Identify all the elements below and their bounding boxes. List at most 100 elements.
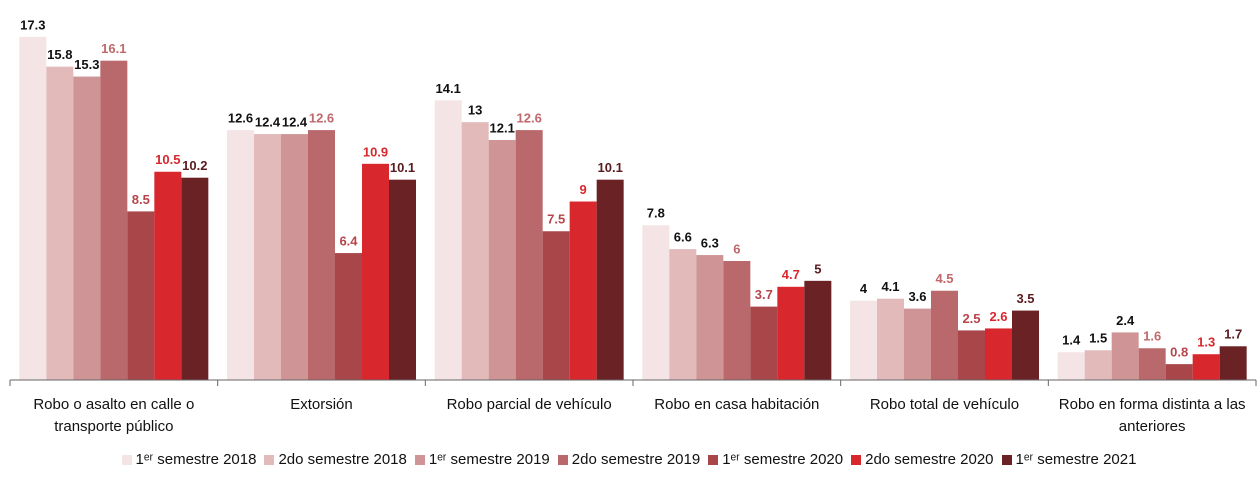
- bar: [389, 179, 416, 380]
- bar: [777, 286, 805, 380]
- bar: [227, 130, 254, 380]
- data-label: 2.4: [1116, 313, 1135, 328]
- data-label: 10.5: [155, 152, 180, 167]
- data-label: 1.5: [1089, 331, 1107, 346]
- data-label: 4: [860, 281, 868, 296]
- legend-label: 2do semestre 2020: [865, 451, 994, 468]
- data-label: 9: [580, 182, 587, 197]
- legend-item: 1ᵉʳ semestre 2018: [121, 451, 257, 468]
- data-label: 10.1: [390, 160, 415, 175]
- bar: [335, 253, 362, 380]
- bar: [985, 328, 1012, 380]
- bar: [181, 177, 209, 380]
- data-label: 4.1: [881, 279, 899, 294]
- data-label: 7.8: [647, 206, 665, 221]
- legend-label: 1ᵉʳ semestre 2021: [1015, 451, 1137, 468]
- legend-swatch: [121, 454, 132, 465]
- data-label: 6.3: [701, 235, 719, 250]
- data-label: 12.6: [228, 111, 253, 126]
- data-label: 4.7: [782, 267, 800, 282]
- bar: [596, 179, 624, 380]
- x-tick-label: Robo en forma distinta a las anteriores: [1058, 396, 1246, 435]
- data-label: 12.4: [255, 115, 281, 130]
- bar: [569, 201, 597, 380]
- legend-item: 2do semestre 2019: [557, 451, 701, 468]
- legend-item: 2do semestre 2018: [264, 451, 407, 468]
- bar: [542, 231, 570, 380]
- bar: [1057, 352, 1085, 380]
- legend-item: 1ᵉʳ semestre 2021: [1001, 451, 1137, 468]
- legend-label: 1ᵉʳ semestre 2018: [135, 451, 257, 468]
- bar: [1192, 354, 1220, 380]
- legend-item: 2do semestre 2020: [851, 451, 994, 468]
- x-tick-label: Robo parcial de vehículo: [446, 396, 612, 413]
- bar: [73, 76, 101, 381]
- x-tick-label: Robo total de vehículo: [869, 396, 1020, 413]
- bar: [877, 298, 904, 380]
- data-label: 6.4: [339, 234, 358, 249]
- bar: [669, 249, 697, 380]
- bar: [850, 300, 877, 380]
- data-label: 10.9: [363, 144, 388, 159]
- bar: [254, 134, 281, 380]
- bar: [281, 134, 308, 380]
- bar: [1165, 364, 1193, 380]
- bar: [1084, 350, 1112, 380]
- plot: 17.315.815.316.18.510.5 10.212.6 12.4 12.4 1…: [9, 17, 1257, 386]
- bar: [750, 306, 778, 380]
- legend-swatch: [1001, 454, 1012, 465]
- bar: [1012, 310, 1039, 380]
- bar: [696, 255, 724, 380]
- data-label: 15.3: [74, 57, 99, 72]
- data-label: 10.2: [182, 158, 207, 173]
- bar: [515, 130, 543, 380]
- data-label: 15.8: [47, 47, 72, 62]
- legend-item: 1ᵉʳ semestre 2019: [414, 451, 550, 468]
- bar: [46, 66, 74, 380]
- bar: [100, 60, 128, 380]
- legend-swatch: [851, 454, 862, 465]
- bar: [1219, 346, 1247, 380]
- legend-swatch: [414, 454, 425, 465]
- legend-swatch: [708, 454, 719, 465]
- data-label: 1.4: [1062, 333, 1081, 348]
- data-label: 16.1: [101, 41, 126, 56]
- data-label: 4.5: [935, 271, 953, 286]
- data-label: 2.6: [989, 309, 1007, 324]
- data-label: 5: [814, 261, 821, 276]
- data-label: 6: [733, 241, 740, 256]
- bar: [154, 171, 182, 380]
- data-label: 12.6: [517, 111, 542, 126]
- bar: [308, 130, 335, 380]
- data-label: 13: [468, 103, 482, 118]
- bar: [904, 308, 931, 380]
- legend-swatch: [557, 454, 568, 465]
- legend-label: 1ᵉʳ semestre 2019: [428, 451, 550, 468]
- bar: [958, 330, 985, 380]
- x-tick-label: Robo en casa habitación: [654, 396, 820, 413]
- bar: [127, 211, 155, 380]
- bar: [931, 290, 958, 380]
- bar: [488, 140, 516, 380]
- bar: [804, 280, 832, 380]
- bar: [723, 261, 751, 380]
- data-label: 6.6: [674, 230, 692, 245]
- data-label: 0.8: [1170, 345, 1188, 360]
- legend-swatch: [264, 454, 275, 465]
- legend-label: 2do semestre 2018: [278, 451, 407, 468]
- x-tick-label: Robo o asalto en calle o transporte públ…: [33, 396, 195, 435]
- data-label: 8.5: [132, 192, 150, 207]
- legend-item: 1ᵉʳ semestre 2020: [708, 451, 843, 468]
- data-label: 1.6: [1143, 329, 1161, 344]
- bar: [362, 163, 389, 380]
- data-label: 7.5: [547, 212, 565, 227]
- x-tick-label: Extorsión: [290, 396, 353, 413]
- data-label: 10.1: [598, 160, 623, 175]
- legend-label: 1ᵉʳ semestre 2020: [722, 451, 844, 468]
- data-label: 12.1: [490, 120, 515, 135]
- legend-label: 2do semestre 2019: [571, 451, 701, 468]
- data-label: 12.6: [309, 111, 334, 126]
- data-label: 14.1: [436, 81, 461, 96]
- data-label: 2.5: [962, 311, 980, 326]
